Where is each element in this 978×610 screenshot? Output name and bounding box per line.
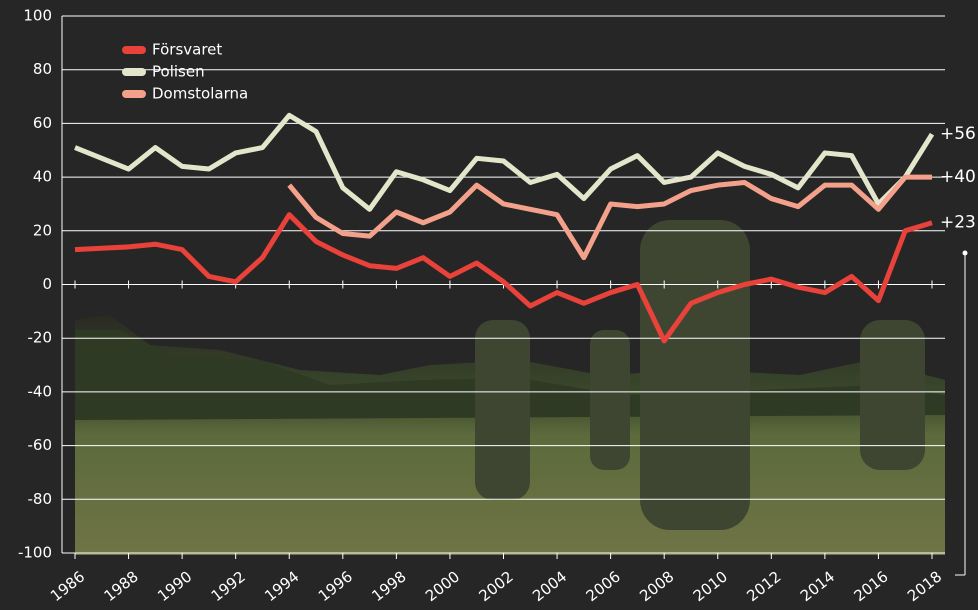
y-tick-label: -80: [28, 490, 53, 508]
end-label: +56: [940, 124, 976, 144]
legend-label: Försvaret: [152, 41, 222, 59]
legend-label: Domstolarna: [152, 85, 248, 103]
y-tick-label: -40: [28, 382, 53, 400]
legend-label: Polisen: [152, 63, 205, 81]
y-tick-label: 40: [33, 168, 52, 186]
y-tick-label: 80: [33, 60, 52, 78]
y-tick-label: -100: [18, 544, 52, 562]
y-tick-label: 0: [42, 275, 52, 293]
y-tick-label: 100: [23, 7, 52, 25]
end-label: +40: [940, 167, 976, 187]
y-tick-label: 60: [33, 114, 52, 132]
chart: -100-80-60-40-20020406080100198619881990…: [0, 0, 978, 610]
legend-swatch: [122, 68, 146, 76]
bracket-dot: [963, 251, 968, 256]
y-tick-label: -60: [28, 436, 53, 454]
legend-swatch: [122, 46, 146, 54]
end-label: +23: [940, 213, 976, 233]
y-tick-label: 20: [33, 221, 52, 239]
legend-swatch: [122, 90, 146, 98]
y-tick-label: -20: [28, 329, 53, 347]
